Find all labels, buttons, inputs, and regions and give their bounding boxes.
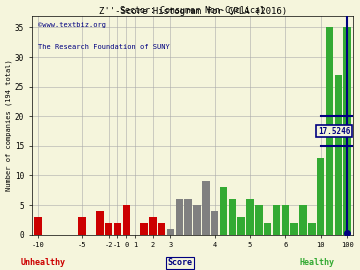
Bar <box>291 223 298 235</box>
Text: The Research Foundation of SUNY: The Research Foundation of SUNY <box>38 44 170 50</box>
Bar <box>211 211 219 235</box>
Bar <box>317 158 324 235</box>
Bar <box>326 28 333 235</box>
Bar <box>122 205 130 235</box>
Bar <box>78 217 86 235</box>
Bar <box>114 223 121 235</box>
Bar <box>229 199 236 235</box>
Bar <box>158 223 165 235</box>
Bar <box>34 217 42 235</box>
Text: ©www.textbiz.org: ©www.textbiz.org <box>38 22 106 28</box>
Bar <box>255 205 263 235</box>
Bar <box>282 205 289 235</box>
Bar <box>220 187 227 235</box>
Bar <box>140 223 148 235</box>
Bar <box>246 199 254 235</box>
Text: Unhealthy: Unhealthy <box>21 258 66 267</box>
Bar <box>308 223 316 235</box>
Text: Healthy: Healthy <box>299 258 334 267</box>
Bar <box>202 181 210 235</box>
Bar <box>264 223 271 235</box>
Bar <box>149 217 157 235</box>
Title: Z''-Score Histogram for CPLA (2016): Z''-Score Histogram for CPLA (2016) <box>99 6 287 16</box>
Bar <box>238 217 245 235</box>
Text: Score: Score <box>167 258 193 267</box>
Bar <box>273 205 280 235</box>
Text: 17.5246: 17.5246 <box>318 127 350 136</box>
Bar <box>299 205 307 235</box>
Bar <box>105 223 112 235</box>
Bar <box>335 75 342 235</box>
Bar <box>96 211 104 235</box>
Bar <box>184 199 192 235</box>
Bar <box>167 229 174 235</box>
Text: Sector: Consumer Non-Cyclical: Sector: Consumer Non-Cyclical <box>120 5 265 15</box>
Bar <box>176 199 183 235</box>
Bar <box>193 205 201 235</box>
Bar <box>343 28 351 235</box>
Y-axis label: Number of companies (194 total): Number of companies (194 total) <box>5 59 12 191</box>
